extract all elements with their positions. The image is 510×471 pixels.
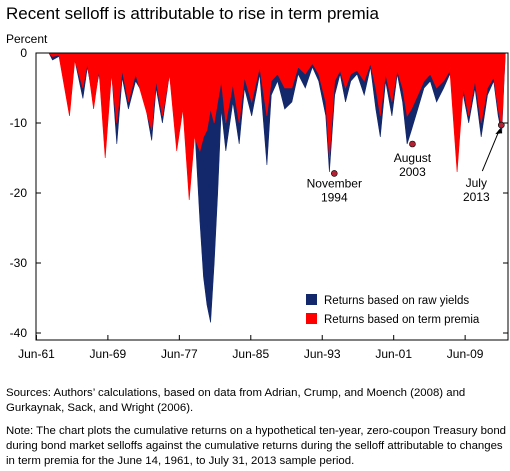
y-tick-label: -40 (10, 326, 28, 340)
x-tick-label: Jun-01 (375, 347, 412, 361)
series-area-1 (36, 52, 506, 201)
legend-label: Returns based on raw yields (324, 295, 469, 307)
note-text: Note: The chart plots the cumulative ret… (6, 425, 506, 467)
chart-title: Recent selloff is attributable to rise i… (6, 4, 379, 23)
sources-text: Sources: Authors’ calculations, based on… (6, 387, 466, 414)
x-tick-label: Jun-09 (447, 347, 484, 361)
y-axis-label: Percent (6, 32, 48, 46)
annotation-arrowhead (495, 128, 503, 135)
x-tick-label: Jun-85 (232, 347, 269, 361)
x-tick-label: Jun-69 (90, 347, 127, 361)
annotation-label: 2013 (463, 190, 490, 204)
annotation-label: November (307, 176, 362, 190)
annotation-marker (498, 121, 505, 129)
legend-swatch (306, 294, 317, 305)
annotation-label: July (466, 176, 487, 190)
y-tick-label: -10 (10, 116, 28, 130)
tick-layer: 0 -10 -20 -30 -40 Jun-61 Jun-69 Jun-77 Jun-85 Jun… (10, 46, 508, 361)
y-tick-label: -30 (10, 256, 28, 270)
y-tick-label: 0 (20, 46, 27, 60)
legend: Returns based on raw yields Returns based… (306, 294, 480, 326)
annotation-arrow (481, 129, 500, 172)
series-area-0 (36, 52, 506, 323)
chart: 0 -10 -20 -30 -40 Jun-61 Jun-69 Jun-77 Jun-85 Jun… (10, 46, 509, 361)
annotation-label: 1994 (321, 190, 348, 204)
legend-swatch (306, 313, 317, 324)
annotation-label: 2003 (399, 165, 426, 179)
annotation-label: August (394, 151, 432, 165)
x-tick-label: Jun-93 (304, 347, 341, 361)
x-tick-label: Jun-61 (18, 347, 55, 361)
plot-frame (35, 52, 509, 341)
annotation-marker (409, 140, 416, 148)
x-tick-label: Jun-77 (161, 347, 198, 361)
annotation-marker (330, 170, 338, 177)
area-layer (36, 52, 506, 323)
y-tick-label: -20 (10, 186, 28, 200)
legend-label: Returns based on term premia (324, 314, 480, 326)
